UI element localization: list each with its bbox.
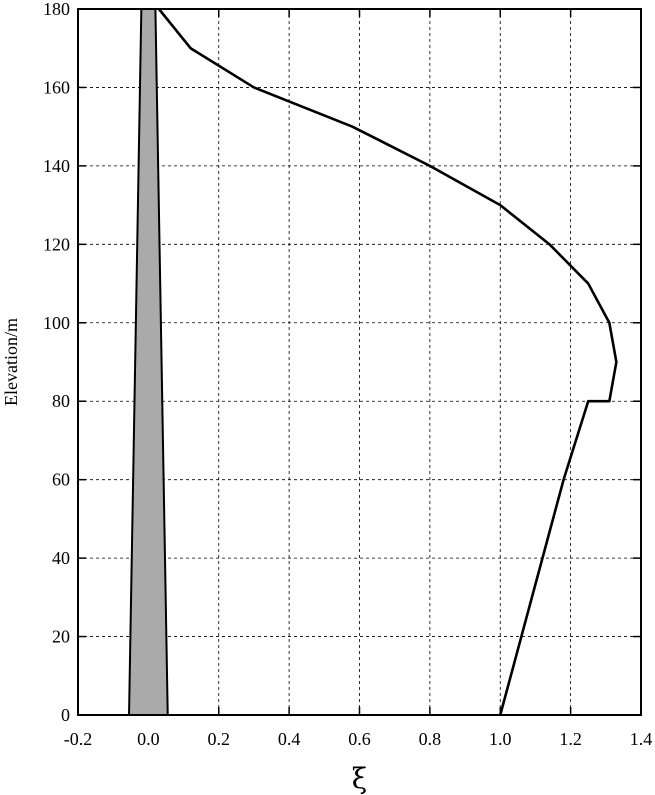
series-line — [157, 8, 618, 716]
x-axis-title: ξ — [352, 762, 367, 795]
x-tick-label: 1.2 — [559, 729, 582, 749]
y-tick-label: 60 — [52, 470, 70, 490]
y-tick-label: 160 — [43, 77, 70, 97]
series-layer — [157, 8, 618, 716]
x-tick-labels: -0.2 0.0 0.2 0.4 0.6 0.8 1.0 1.2 1.4 — [64, 729, 653, 749]
x-tick-label: 1.4 — [630, 729, 653, 749]
y-tick-label: 120 — [43, 234, 70, 254]
x-tick-label: 0.4 — [278, 729, 301, 749]
y-tick-label: 100 — [43, 313, 70, 333]
y-tick-label: 140 — [43, 156, 70, 176]
x-tick-label: 0.2 — [208, 729, 231, 749]
y-tick-label: 80 — [52, 391, 70, 411]
x-tick-label: 0.0 — [137, 729, 160, 749]
y-tick-label: 180 — [43, 0, 70, 19]
plot-frame — [77, 8, 642, 716]
y-tick-label: 0 — [61, 705, 70, 725]
y-tick-labels: 0 20 40 60 80 100 120 140 160 180 — [43, 0, 70, 725]
x-tick-label: 0.8 — [419, 729, 442, 749]
tower-polygon — [128, 8, 169, 716]
tower-shape — [128, 8, 169, 716]
y-tick-label: 40 — [52, 548, 70, 568]
x-tick-label: -0.2 — [64, 729, 93, 749]
x-tick-label: 1.0 — [489, 729, 512, 749]
y-tick-label: 20 — [52, 627, 70, 647]
y-axis-title: Elevation/m — [1, 318, 21, 406]
x-tick-label: 0.6 — [348, 729, 371, 749]
grid-lines — [78, 9, 641, 715]
